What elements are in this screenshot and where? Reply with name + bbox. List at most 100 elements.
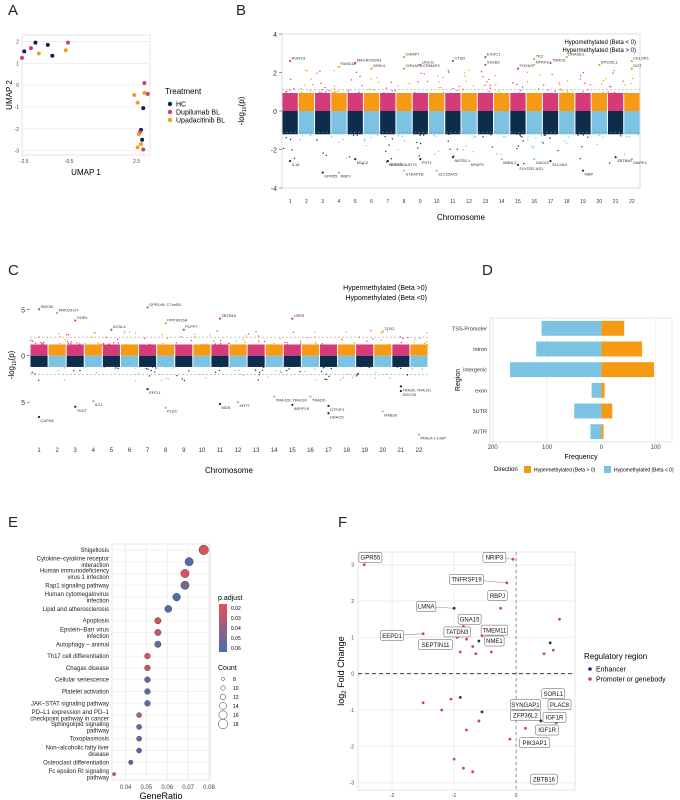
cpg-point bbox=[359, 365, 362, 368]
cpg-point bbox=[84, 344, 87, 347]
hypo-density-band bbox=[338, 355, 356, 367]
peak-gene-label: TRAJ29; TRAJ24 bbox=[276, 398, 308, 403]
gene-label: IGF1R bbox=[538, 728, 556, 734]
hyper-density-band bbox=[139, 344, 157, 356]
cpg-point bbox=[345, 157, 347, 159]
peak-point bbox=[381, 330, 384, 333]
volcano-point bbox=[452, 757, 456, 761]
cpg-point bbox=[447, 140, 449, 142]
cpg-point bbox=[258, 371, 261, 374]
cpg-point bbox=[527, 136, 529, 138]
cpg-point bbox=[214, 343, 217, 345]
peak-gene-label: STEAP1B bbox=[406, 172, 424, 177]
cpg-point bbox=[370, 136, 372, 139]
hyper-density-band bbox=[380, 93, 396, 111]
gene-label: ZBTB16 bbox=[533, 777, 556, 783]
data-point bbox=[136, 132, 141, 137]
cpg-point bbox=[316, 139, 318, 141]
cpg-point bbox=[420, 344, 423, 346]
pathway-label: Epstein–Barr virus bbox=[60, 628, 109, 634]
cpg-point bbox=[587, 136, 589, 138]
cpg-point bbox=[323, 365, 326, 368]
hypo-density-band bbox=[624, 111, 640, 135]
cpg-point bbox=[300, 343, 302, 345]
cpg-point bbox=[602, 136, 604, 138]
cpg-point bbox=[359, 75, 361, 78]
peak-point bbox=[309, 395, 312, 398]
peak-gene-label: DNASE1 bbox=[568, 52, 585, 57]
hyper-density-band bbox=[120, 344, 139, 356]
cpg-point bbox=[608, 162, 611, 164]
cpg-point bbox=[319, 70, 321, 73]
pathway-label: Human immunodeficiency bbox=[40, 569, 109, 575]
peak-point bbox=[484, 56, 487, 59]
peak-point bbox=[399, 389, 402, 393]
hypo-density-band bbox=[319, 355, 338, 367]
chromosome-tick-label: 12 bbox=[466, 199, 472, 205]
pathway-label: virus 1 infection bbox=[67, 575, 109, 581]
cpg-point bbox=[433, 153, 436, 156]
region-tick-label: TSS-Promoter bbox=[452, 326, 487, 332]
peak-point bbox=[337, 65, 341, 68]
cpg-point bbox=[113, 342, 115, 344]
size-legend-key bbox=[220, 685, 226, 691]
cpg-point bbox=[285, 369, 288, 372]
cpg-point bbox=[199, 344, 202, 346]
cpg-point bbox=[456, 148, 459, 151]
cpg-point bbox=[419, 337, 421, 339]
peak-gene-label: RAB30 bbox=[384, 412, 397, 417]
cpg-point bbox=[41, 343, 43, 345]
hyper-bar bbox=[601, 362, 655, 378]
peak-point bbox=[327, 404, 330, 407]
peak-point bbox=[146, 306, 149, 309]
cpg-point bbox=[581, 146, 583, 148]
cpg-point bbox=[227, 342, 230, 345]
cpg-point bbox=[398, 344, 401, 346]
cpg-point bbox=[76, 342, 78, 344]
pathway-dot bbox=[112, 772, 116, 776]
x-tick-label: 0 bbox=[600, 445, 604, 451]
panel-c-miami-plot: SNX30 PRKD3-DT GHRL ACSL4 GPR146; C7orf50 PPP… bbox=[7, 285, 446, 475]
cpg-point bbox=[78, 343, 81, 345]
peak-point bbox=[291, 317, 294, 320]
cpg-point bbox=[482, 76, 484, 78]
cpg-point bbox=[398, 93, 400, 96]
cpg-point bbox=[304, 370, 306, 372]
gene-label: PLAC8 bbox=[550, 703, 570, 709]
gene-label: RBPJ bbox=[490, 594, 505, 600]
color-tick-label: 0.02 bbox=[231, 606, 241, 612]
cpg-point bbox=[628, 136, 630, 138]
x-tick-label: 200 bbox=[488, 445, 499, 451]
cpg-point bbox=[474, 135, 476, 138]
peak-point bbox=[419, 63, 422, 66]
cpg-point bbox=[605, 132, 608, 134]
cpg-point bbox=[325, 378, 328, 381]
cpg-point bbox=[337, 90, 339, 92]
hyper-bar bbox=[601, 403, 613, 419]
cpg-point bbox=[324, 378, 326, 380]
cpg-point bbox=[605, 77, 607, 80]
peak-point bbox=[146, 388, 149, 391]
peak-point bbox=[516, 67, 520, 70]
hypo-density-band bbox=[494, 111, 510, 135]
cpg-point bbox=[95, 371, 98, 374]
cpg-point bbox=[386, 330, 389, 332]
cpg-point bbox=[465, 145, 467, 147]
cpg-point bbox=[391, 138, 394, 140]
data-point bbox=[36, 51, 41, 56]
cpg-point bbox=[438, 81, 440, 83]
chromosome-tick-label: 14 bbox=[499, 199, 505, 205]
pathway-dot bbox=[154, 629, 162, 636]
pathway-label: Rap1 signaling pathway bbox=[45, 583, 109, 589]
legend-label: Upadacitinib BL bbox=[176, 118, 225, 125]
chromosome-tick-label: 5 bbox=[110, 448, 114, 454]
cpg-point bbox=[322, 152, 324, 154]
gene-label-box bbox=[482, 552, 507, 563]
legend-label: Promoter or genebody bbox=[596, 677, 666, 684]
cpg-point bbox=[166, 337, 169, 340]
cpg-point bbox=[263, 340, 266, 343]
gene-label-box bbox=[418, 639, 453, 650]
cpg-point bbox=[42, 343, 44, 345]
cpg-point bbox=[55, 344, 57, 347]
